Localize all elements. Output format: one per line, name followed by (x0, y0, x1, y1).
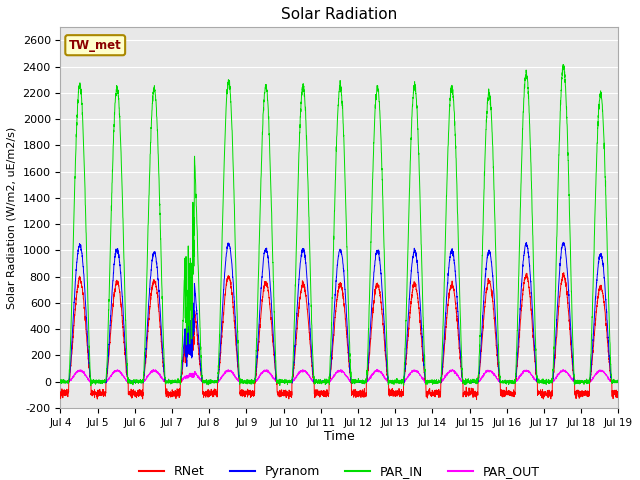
RNet (614, 395, 622, 401)
PAR_IN (559, 62, 567, 68)
PAR_IN (87, 383, 95, 389)
PAR_OUT (373, 366, 381, 372)
Pyranom (465, 378, 472, 384)
Pyranom (614, 379, 621, 384)
Y-axis label: Solar Radiation (W/m2, uE/m2/s): Solar Radiation (W/m2, uE/m2/s) (7, 127, 17, 309)
RNet (434, 388, 442, 394)
PAR_OUT (421, 380, 429, 386)
PAR_OUT (497, 378, 504, 384)
PAR_IN (614, 379, 621, 385)
X-axis label: Time: Time (324, 431, 355, 444)
PAR_OUT (434, 379, 442, 385)
PAR_OUT (157, 373, 164, 379)
PAR_OUT (56, 380, 64, 385)
Title: Solar Radiation: Solar Radiation (282, 7, 397, 22)
Pyranom (614, 380, 622, 385)
PAR_IN (56, 380, 64, 386)
Pyranom (157, 319, 164, 324)
PAR_IN (434, 379, 442, 385)
RNet (560, 270, 568, 276)
Line: Pyranom: Pyranom (60, 242, 618, 383)
PAR_OUT (614, 378, 621, 384)
RNet (319, 392, 326, 398)
RNet (157, 331, 164, 336)
Pyranom (319, 380, 326, 385)
Line: PAR_IN: PAR_IN (60, 65, 618, 386)
Line: RNet: RNet (60, 273, 618, 400)
PAR_IN (614, 380, 622, 385)
Pyranom (559, 240, 567, 245)
RNet (614, 391, 621, 396)
Line: PAR_OUT: PAR_OUT (60, 369, 618, 383)
RNet (473, 397, 481, 403)
Legend: RNet, Pyranom, PAR_IN, PAR_OUT: RNet, Pyranom, PAR_IN, PAR_OUT (134, 460, 545, 480)
Text: TW_met: TW_met (69, 39, 122, 52)
Pyranom (497, 378, 504, 384)
Pyranom (140, 380, 147, 386)
RNet (56, 390, 64, 396)
PAR_IN (465, 379, 472, 384)
PAR_OUT (614, 380, 622, 385)
PAR_OUT (319, 378, 326, 384)
PAR_IN (319, 379, 326, 384)
PAR_OUT (465, 379, 472, 384)
Pyranom (56, 378, 64, 384)
Pyranom (434, 379, 442, 385)
RNet (465, 390, 472, 396)
PAR_IN (157, 244, 164, 250)
RNet (497, 379, 504, 384)
PAR_IN (497, 380, 504, 385)
